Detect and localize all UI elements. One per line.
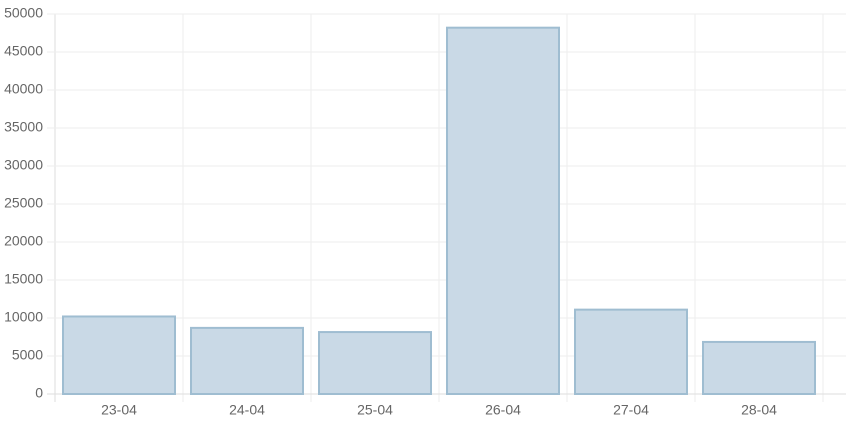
x-tick-label: 25-04	[357, 402, 393, 418]
y-tick-label: 25000	[4, 195, 43, 211]
x-tick-label: 27-04	[613, 402, 649, 418]
y-tick-label: 5000	[12, 347, 43, 363]
y-tick-label: 50000	[4, 5, 43, 21]
y-tick-label: 35000	[4, 119, 43, 135]
bar	[446, 26, 560, 396]
bar	[574, 308, 688, 396]
x-tick-label: 23-04	[101, 402, 137, 418]
x-tick-label: 26-04	[485, 402, 521, 418]
y-tick-label: 15000	[4, 271, 43, 287]
y-tick-label: 30000	[4, 157, 43, 173]
bar	[702, 340, 816, 396]
y-tick-label: 20000	[4, 233, 43, 249]
y-tick-label: 0	[35, 385, 43, 401]
x-tick-label: 28-04	[741, 402, 777, 418]
y-tick-label: 45000	[4, 43, 43, 59]
y-tick-label: 10000	[4, 309, 43, 325]
x-tick-label: 24-04	[229, 402, 265, 418]
bar	[62, 315, 176, 396]
bar	[318, 331, 432, 395]
y-tick-label: 40000	[4, 81, 43, 97]
bar	[190, 326, 304, 396]
